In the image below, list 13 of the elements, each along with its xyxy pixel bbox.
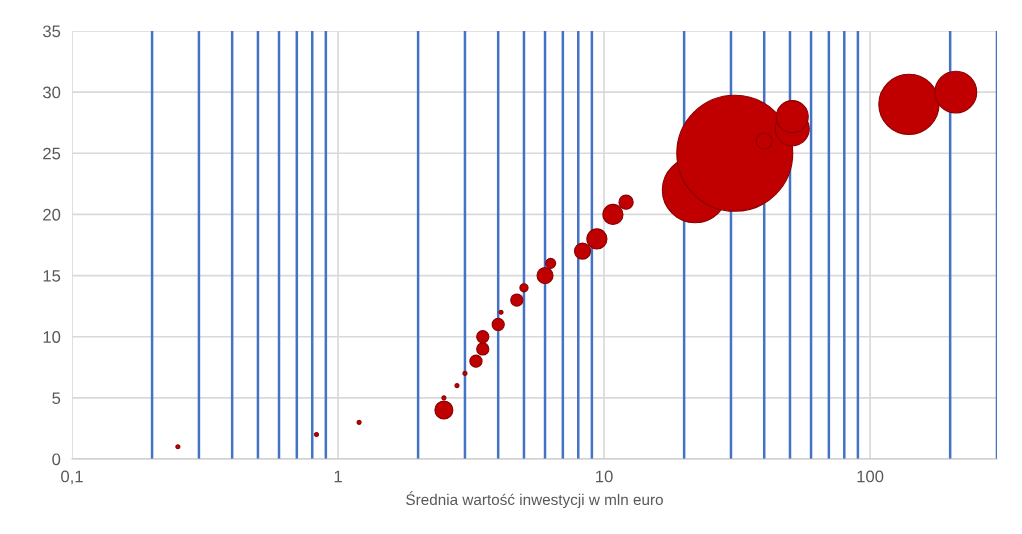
- y-tick-label: 30: [42, 86, 61, 99]
- y-tick-label: 0: [52, 453, 61, 466]
- x-tick-label: 1: [334, 470, 342, 483]
- x-tick-label: 100: [857, 470, 884, 483]
- y-tick-label: 10: [43, 331, 61, 343]
- x-tick-label: 0,1: [61, 470, 83, 485]
- y-tick-label: 5: [52, 392, 61, 405]
- y-tick-label: 35: [42, 25, 61, 38]
- y-tick-label: 15: [43, 270, 61, 282]
- y-tick-label: 20: [43, 208, 61, 221]
- y-tick-label: 25: [43, 147, 61, 160]
- x-tick-label: 10: [596, 470, 613, 483]
- x-axis-title: Średnia wartość inwestycji w mln euro: [406, 491, 663, 509]
